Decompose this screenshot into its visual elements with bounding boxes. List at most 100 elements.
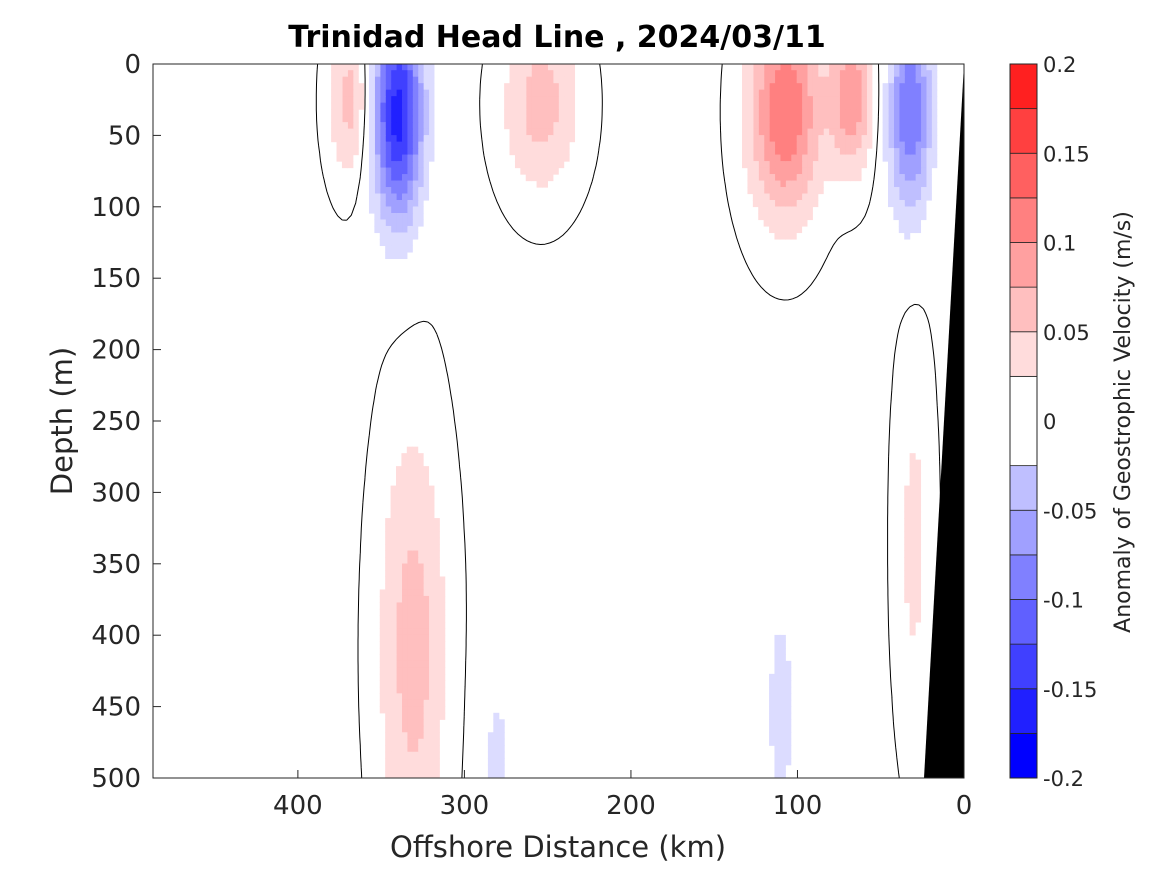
contour-cell <box>433 550 440 558</box>
contour-cell <box>406 245 413 253</box>
contour-cell <box>423 673 430 681</box>
contour-cell <box>806 76 813 84</box>
contour-cell <box>406 122 413 130</box>
contour-cell <box>915 122 922 130</box>
contour-cell <box>769 200 776 208</box>
contour-cell <box>552 109 559 117</box>
contour-cell <box>769 719 776 727</box>
contour-cell <box>412 115 419 123</box>
contour-cell <box>417 537 424 545</box>
contour-cell <box>790 232 797 240</box>
contour-cell <box>779 673 786 681</box>
contour-cell <box>396 621 403 630</box>
contour-cell <box>406 135 413 143</box>
contour-cell <box>812 135 819 143</box>
contour-cell <box>423 550 430 558</box>
contour-cell <box>428 154 435 162</box>
contour-cell <box>385 518 392 526</box>
contour-cell <box>806 135 813 143</box>
contour-cell <box>806 206 813 214</box>
contour-cell <box>368 128 375 136</box>
contour-cell <box>844 96 851 104</box>
contour-cell <box>417 141 424 149</box>
contour-cell <box>893 89 900 97</box>
contour-cell <box>909 174 916 182</box>
contour-cell <box>552 167 559 175</box>
contour-cell <box>833 128 840 136</box>
contour-cell <box>493 712 500 720</box>
contour-cell <box>790 200 797 208</box>
contour-cell <box>747 141 754 149</box>
contour-cell <box>909 212 916 221</box>
contour-cell <box>779 219 786 227</box>
contour-cell <box>423 764 430 772</box>
plot-background <box>153 64 964 778</box>
contour-cell <box>796 76 803 84</box>
contour-cell <box>860 115 867 123</box>
x-tick-label: 200 <box>606 791 656 821</box>
colorbar-tick-label: 0.1 <box>1043 232 1076 256</box>
contour-cell <box>379 212 386 221</box>
contour-cell <box>390 174 397 182</box>
contour-cell <box>385 212 392 221</box>
contour-cell <box>385 89 392 97</box>
contour-cell <box>487 732 494 740</box>
contour-cell <box>390 102 397 110</box>
contour-cell <box>423 686 430 694</box>
contour-cell <box>347 115 354 123</box>
contour-cell <box>406 459 413 467</box>
contour-cell <box>401 576 408 584</box>
contour-cell <box>909 621 916 630</box>
contour-cell <box>769 102 776 110</box>
contour-cell <box>785 219 792 227</box>
contour-cell <box>769 738 776 746</box>
contour-cell <box>406 569 413 578</box>
contour-cell <box>406 193 413 201</box>
contour-cell <box>520 64 527 71</box>
contour-cell <box>385 771 392 778</box>
contour-cell <box>812 64 819 71</box>
contour-cell <box>763 206 770 214</box>
contour-cell <box>401 161 408 169</box>
contour-cell <box>379 154 386 162</box>
contour-cell <box>925 135 932 143</box>
contour-cell <box>374 96 381 104</box>
contour-cell <box>915 608 922 617</box>
contour-cell <box>406 699 413 707</box>
contour-cell <box>390 550 397 558</box>
contour-cell <box>417 200 424 208</box>
contour-cell <box>536 89 543 97</box>
contour-cell <box>909 193 916 201</box>
contour-cell <box>855 115 862 123</box>
y-tick-label: 300 <box>91 478 141 508</box>
contour-cell <box>920 167 927 175</box>
contour-cell <box>428 485 435 493</box>
contour-cell <box>385 238 392 247</box>
chart-title: Trinidad Head Line , 2024/03/11 <box>288 20 825 55</box>
contour-cell <box>563 96 570 104</box>
contour-cell <box>552 76 559 84</box>
contour-cell <box>417 589 424 597</box>
contour-cell <box>401 141 408 149</box>
contour-cell <box>855 122 862 130</box>
contour-cell <box>817 76 824 84</box>
contour-cell <box>833 89 840 97</box>
contour-cell <box>406 641 413 649</box>
contour-cell <box>390 154 397 162</box>
contour-cell <box>888 187 895 195</box>
contour-cell <box>931 89 938 97</box>
contour-cell <box>839 128 846 136</box>
contour-cell <box>396 89 403 97</box>
contour-cell <box>379 219 386 227</box>
contour-cell <box>860 161 867 169</box>
contour-cell <box>779 751 786 759</box>
contour-cell <box>785 141 792 149</box>
contour-cell <box>428 673 435 681</box>
contour-cell <box>806 187 813 195</box>
contour-cell <box>412 161 419 169</box>
contour-cell <box>552 70 559 78</box>
contour-cell <box>423 141 430 149</box>
contour-cell <box>514 96 521 104</box>
contour-cell <box>401 128 408 136</box>
contour-cell <box>531 148 538 156</box>
